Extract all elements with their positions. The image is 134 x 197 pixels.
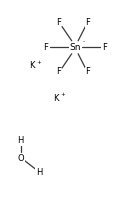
Text: F: F bbox=[85, 67, 90, 76]
Text: +: + bbox=[36, 59, 41, 65]
Text: K: K bbox=[29, 61, 35, 71]
Text: H: H bbox=[18, 136, 24, 145]
Text: F: F bbox=[56, 67, 61, 76]
Text: F: F bbox=[43, 43, 48, 52]
Text: F: F bbox=[102, 43, 107, 52]
Text: +: + bbox=[60, 92, 65, 97]
Text: ··: ·· bbox=[83, 39, 86, 44]
Text: Sn: Sn bbox=[69, 43, 81, 52]
Text: F: F bbox=[85, 18, 90, 27]
Text: K: K bbox=[53, 94, 59, 103]
Text: F: F bbox=[56, 18, 61, 27]
Text: H: H bbox=[36, 168, 42, 177]
Text: O: O bbox=[17, 154, 24, 163]
